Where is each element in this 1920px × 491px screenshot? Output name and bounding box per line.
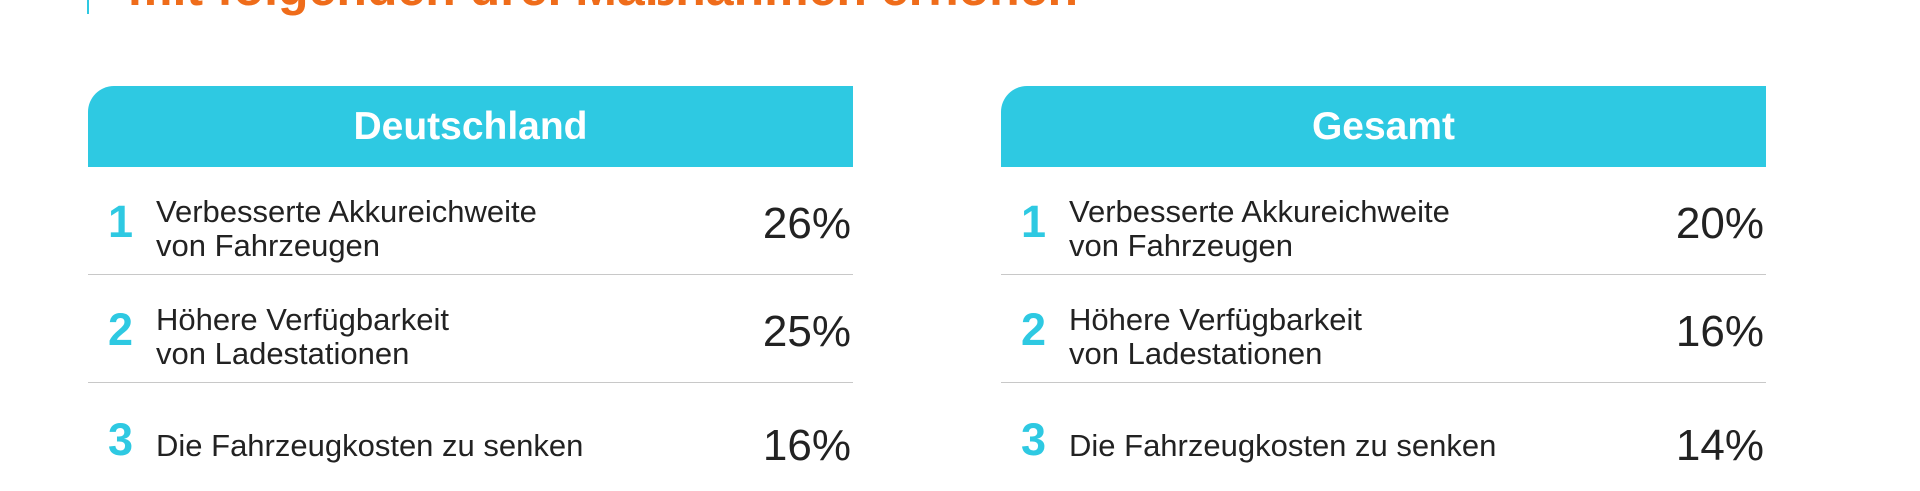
measure-label: Die Fahrzeugkosten zu senken bbox=[156, 428, 584, 463]
panel-header: Deutschland bbox=[88, 86, 853, 167]
percentage-value: 16% bbox=[1675, 307, 1764, 356]
percentage-value: 16% bbox=[762, 421, 851, 470]
percentage-value: 25% bbox=[762, 307, 851, 356]
ranking-row: 3 Die Fahrzeugkosten zu senken 16% bbox=[88, 383, 853, 491]
rank-number: 1 bbox=[108, 196, 134, 247]
ranking-row: 2 Höhere Verfügbarkeit von Ladestationen… bbox=[1001, 275, 1766, 383]
rank-number: 2 bbox=[108, 304, 134, 355]
ranking-row: 1 Verbesserte Akkureichweite von Fahrzeu… bbox=[88, 167, 853, 275]
ranking-row: 1 Verbesserte Akkureichweite von Fahrzeu… bbox=[1001, 167, 1766, 275]
measure-label: Verbesserte Akkureichweite von Fahrzeuge… bbox=[156, 194, 537, 263]
percentage-value: 26% bbox=[762, 199, 851, 248]
ranking-row: 2 Höhere Verfügbarkeit von Ladestationen… bbox=[88, 275, 853, 383]
panel-deutschland: Deutschland 1 Verbesserte Akkureichweite… bbox=[88, 86, 853, 491]
ranking-row: 3 Die Fahrzeugkosten zu senken 14% bbox=[1001, 383, 1766, 491]
rank-number: 1 bbox=[1021, 196, 1047, 247]
page-title: mit folgenden drei Maßnahmen erhöhen bbox=[128, 0, 1078, 18]
rank-number: 2 bbox=[1021, 304, 1047, 355]
measure-label: Höhere Verfügbarkeit von Ladestationen bbox=[156, 302, 449, 371]
panel-header: Gesamt bbox=[1001, 86, 1766, 167]
rank-number: 3 bbox=[1021, 414, 1047, 465]
measure-label: Höhere Verfügbarkeit von Ladestationen bbox=[1069, 302, 1362, 371]
panel-gesamt: Gesamt 1 Verbesserte Akkureichweite von … bbox=[1001, 86, 1766, 491]
measure-label: Die Fahrzeugkosten zu senken bbox=[1069, 428, 1497, 463]
percentage-value: 20% bbox=[1675, 199, 1764, 248]
percentage-value: 14% bbox=[1675, 421, 1764, 470]
measure-label: Verbesserte Akkureichweite von Fahrzeuge… bbox=[1069, 194, 1450, 263]
heading-accent-bar bbox=[87, 0, 89, 14]
rank-number: 3 bbox=[108, 414, 134, 465]
page-heading: mit folgenden drei Maßnahmen erhöhen bbox=[0, 0, 1400, 20]
